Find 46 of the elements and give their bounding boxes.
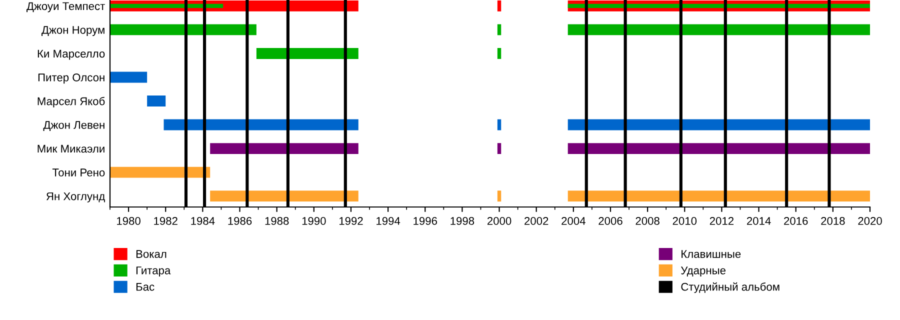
x-tick-label: 2020 — [858, 217, 882, 225]
bar — [568, 4, 870, 8]
y-tick-label: Марсел Якоб — [38, 96, 105, 108]
legend-label: Студийный альбом — [681, 282, 780, 293]
x-tick-label: 1982 — [154, 217, 178, 225]
y-tick-label: Ян Хоглунд — [46, 192, 105, 202]
x-tick-label: 1990 — [302, 217, 326, 225]
x-tick-label: 2008 — [636, 217, 660, 225]
y-tick-label: Джон Левен — [43, 121, 104, 132]
x-tick-label: 1996 — [414, 217, 437, 225]
bar — [210, 143, 358, 154]
y-tick-label: Тони Рено — [52, 168, 105, 176]
x-tick-label: 1988 — [265, 217, 289, 225]
legend-label: Гитара — [136, 266, 171, 277]
x-tick-label: 1984 — [191, 217, 215, 225]
bar — [497, 24, 502, 36]
y-tick-label: Мик Микаэли — [38, 144, 104, 153]
legend-label: Клавишные — [682, 250, 741, 258]
x-tick-label: 2012 — [710, 217, 734, 225]
x-tick-label: 2018 — [821, 217, 845, 225]
x-tick-label: 2004 — [562, 217, 586, 225]
legend-label: Ударные — [680, 266, 726, 277]
y-tick-label: Ки Марселло — [38, 50, 105, 60]
x-tick-label: 2006 — [598, 217, 622, 225]
bar — [497, 48, 502, 59]
x-tick-label: 1994 — [376, 217, 400, 225]
x-tick-label: 2002 — [524, 217, 548, 225]
x-tick-label: 1992 — [339, 217, 363, 225]
bar — [210, 190, 358, 202]
legend-label: Бас — [136, 283, 154, 291]
bar — [110, 166, 210, 178]
bar — [147, 96, 166, 106]
x-tick-label: 2016 — [784, 217, 808, 225]
x-tick-label: 2000 — [487, 217, 512, 225]
bar — [256, 48, 358, 59]
y-tick-label: Питер Олсон — [38, 74, 104, 84]
x-tick-label: 2014 — [746, 217, 771, 225]
bar — [110, 72, 148, 83]
x-tick-label: 1986 — [228, 217, 252, 225]
x-tick-label: 1998 — [450, 217, 474, 225]
bar — [110, 24, 256, 36]
x-tick-label: 2010 — [672, 217, 697, 225]
x-tick-label: 1980 — [117, 217, 140, 225]
legend-label: Вокал — [136, 250, 166, 258]
y-tick-label: Джоуи Темпест — [26, 2, 105, 12]
y-tick-label: Джон Норум — [42, 26, 104, 36]
